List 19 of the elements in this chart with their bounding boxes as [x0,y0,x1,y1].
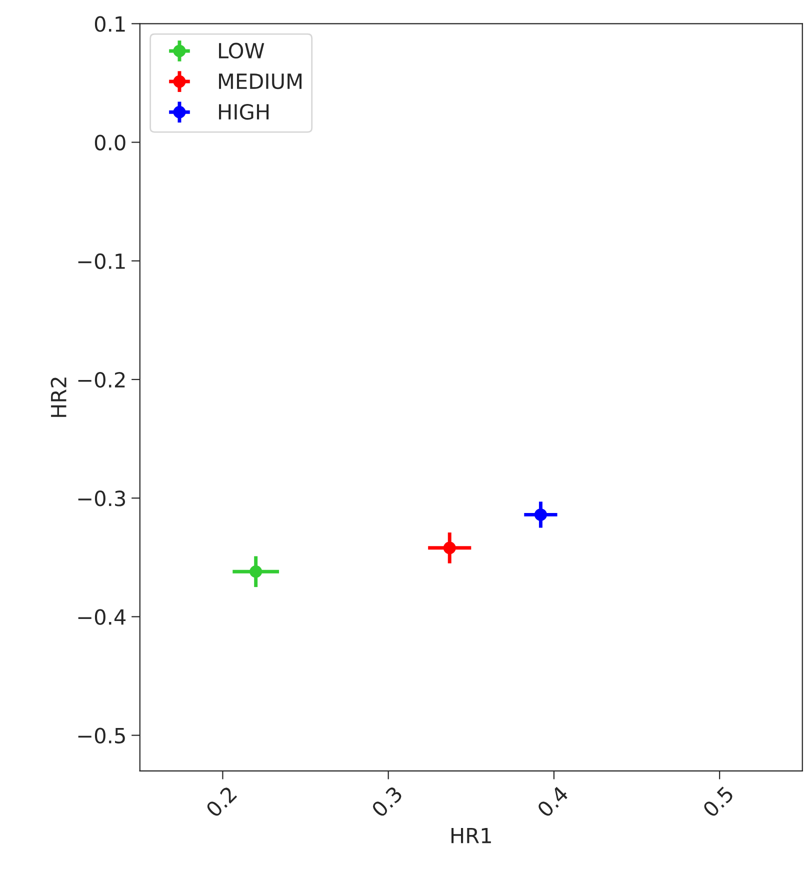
y-tick-label: −0.3 [78,490,126,506]
x-tick-label: 0.4 [536,785,570,818]
y-tick-label: 0.0 [94,134,126,150]
x-tick-label: 0.3 [370,786,404,818]
x-axis-title: HR1 [451,828,491,844]
y-tick-label: −0.2 [78,372,125,388]
y-axis-title: HR2 [50,378,66,417]
point [534,508,547,521]
point [443,542,456,554]
y-tick-label: −0.4 [78,609,126,625]
legend-label: HIGH [219,104,269,120]
y-tick-label: −0.1 [78,253,125,270]
legend-label: LOW [219,42,264,59]
point [250,565,262,578]
x-tick-label: 0.5 [702,786,734,818]
y-tick-label: −0.5 [78,728,125,744]
x-tick-label: 0.2 [205,786,238,818]
y-tick-label: 0.1 [94,16,125,32]
legend-label: MEDIUM [219,74,302,90]
